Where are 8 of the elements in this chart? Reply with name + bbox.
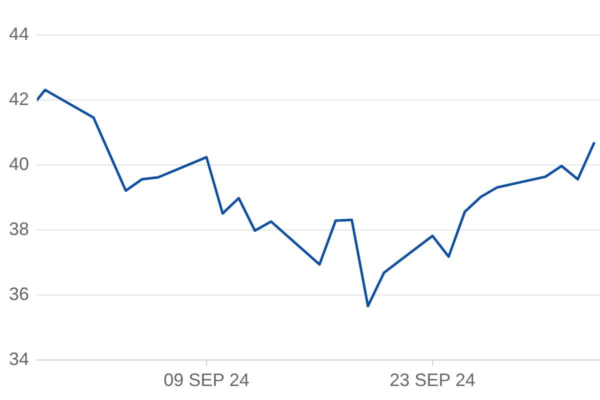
y-tick-label: 40	[8, 154, 29, 174]
y-tick-label: 34	[8, 348, 29, 369]
y-tick-label: 42	[8, 88, 29, 109]
x-tick-label: 23 SEP 24	[390, 370, 476, 390]
y-tick-label: 44	[8, 24, 29, 44]
x-tick-label: 09 SEP 24	[164, 370, 250, 390]
y-tick-label: 38	[8, 218, 29, 239]
y-tick-label: 36	[8, 284, 29, 304]
